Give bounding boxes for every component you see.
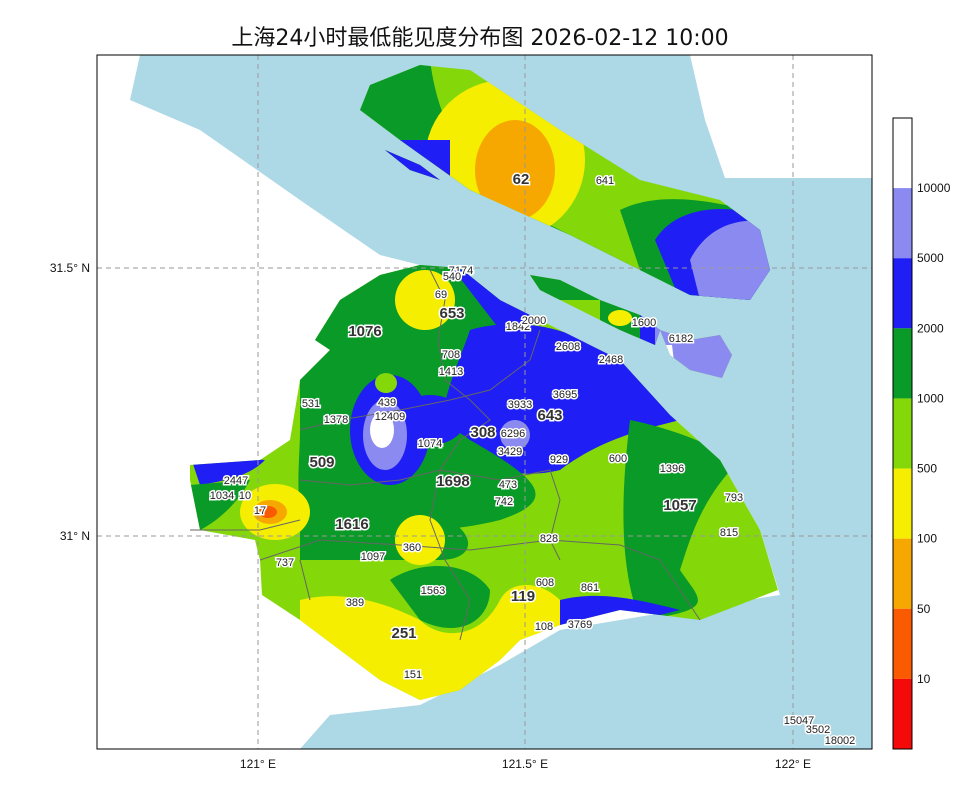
colorbar-frame [892,117,913,750]
station-label: 861 [581,582,599,594]
colorbar-label: 10000 [917,181,951,195]
station-label: 1413 [439,366,463,378]
station-label: 389 [346,597,364,609]
station-label: 1034 [210,490,234,502]
station-label: 2000 [522,315,546,327]
colorbar-segment [893,118,912,189]
station-label: 15047 [784,715,815,727]
colorbar-segment [893,678,912,749]
station-label: 608 [536,577,554,589]
colorbar-label: 1000 [917,391,944,405]
station-label: 69 [435,289,447,301]
station-label: 6296 [501,428,525,440]
station-label: 3429 [498,446,522,458]
station-label: 473 [499,479,517,491]
plot-frame [96,54,873,750]
station-label: 1616 [335,516,368,533]
colorbar-segment [893,188,912,259]
station-label: 1097 [361,551,385,563]
x-tick-122: 122° E [775,757,811,771]
colorbar-label: 10 [917,672,931,686]
station-label: 17 [254,505,266,517]
station-label: 1842 [506,321,530,333]
colorbar-segment [893,258,912,329]
station-label: 1076 [348,323,381,340]
station-label: 742 [495,496,513,508]
station-label: 6182 [669,333,693,345]
station-label: 1057 [663,497,696,514]
x-tick-121.5: 121.5° E [502,757,548,771]
colorbar-label: 2000 [917,321,944,335]
station-label: 1074 [418,438,442,450]
station-label: 2447 [224,475,248,487]
colorbar-label: 100 [917,532,937,546]
colorbar-label: 5000 [917,251,944,265]
station-label: 1563 [421,585,445,597]
colorbar-segment [893,328,912,399]
station-label: 360 [403,542,421,554]
station-label: 439 [378,397,396,409]
colorbar-segment [893,398,912,469]
graticule [97,55,872,749]
colorbar-label: 50 [917,602,931,616]
station-label: 643 [537,407,562,424]
x-tick-121: 121° E [240,757,276,771]
colorbar-segment [893,608,912,679]
station-label: 12409 [375,411,406,423]
colorbar-segment [893,538,912,609]
station-label: 2608 [556,341,580,353]
station-label: 600 [609,453,627,465]
station-label: 3695 [553,389,577,401]
colorbar-label: 500 [917,462,937,476]
station-label: 2468 [599,354,623,366]
colorbar-segment [893,468,912,539]
station-label: 3502 [806,724,830,736]
station-label: 1396 [660,463,684,475]
station-label: 10 [239,490,251,502]
station-label: 641 [596,175,614,187]
station-label: 3769 [568,619,592,631]
station-label: 1600 [632,317,656,329]
station-label: 653 [439,305,464,322]
station-label: 119 [511,588,535,605]
station-label: 509 [309,454,334,471]
station-label: 62 [513,171,530,188]
y-tick-31.5: 31.5° N [50,261,90,275]
station-label: 815 [720,527,738,539]
station-label: 3933 [508,399,532,411]
station-label: 737 [276,557,294,569]
station-label: 540 [443,271,461,283]
station-label: 308 [470,424,495,441]
station-label: 18002 [825,735,856,747]
station-label: 251 [391,625,416,642]
station-label: 793 [725,492,743,504]
colorbar-legend: 10000 5000 2000 1000 500 100 50 10 [892,117,951,750]
station-label: 1378 [324,414,348,426]
station-label: 531 [302,398,320,410]
map-title: 上海24小时最低能见度分布图 2026-02-12 10:00 [231,26,729,51]
station-label: 708 [442,349,460,361]
station-label: 929 [550,454,568,466]
district-borders [190,269,701,641]
station-label: 108 [535,621,553,633]
station-label: 151 [404,669,422,681]
station-label: 7174 [449,265,473,277]
station-label: 1698 [436,473,469,490]
y-tick-31: 31° N [60,529,90,543]
station-label: 828 [540,533,558,545]
